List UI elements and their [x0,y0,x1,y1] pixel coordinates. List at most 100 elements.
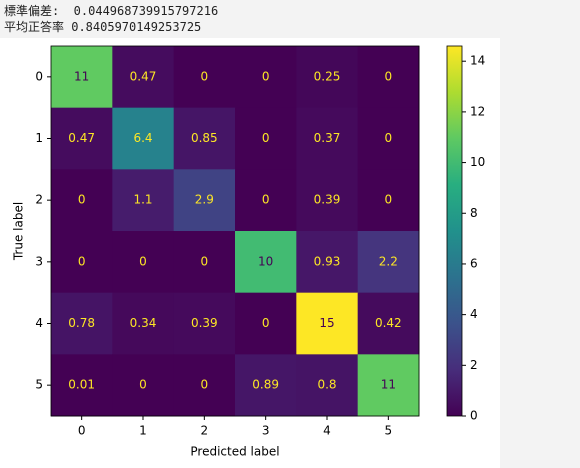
heatmap-cell [296,292,359,355]
cell-label: 0 [78,254,86,268]
heatmap-cell [296,107,359,170]
heatmap-cell [173,354,236,417]
cell-label: 10 [258,254,273,268]
cell-label: 0 [385,193,393,207]
cell-label: 0 [201,69,209,83]
heatmap-cell [357,46,420,109]
cell-label: 0.47 [130,69,157,83]
output-line: 標準偏差: 0.044968739915797216 [4,4,219,18]
y-tick-label: 4 [35,316,43,330]
heatmap-cell [112,46,175,109]
cell-label: 0 [139,378,147,392]
heatmap-cell [357,169,420,232]
colorbar-tick-label: 8 [470,206,478,220]
heatmap-cell [173,169,236,232]
heatmap-cell [51,231,113,294]
heatmap-cell [51,46,113,109]
heatmap-cell [357,354,420,417]
cell-label: 0.89 [252,378,279,392]
heatmap-cell [296,169,359,232]
cell-label: 0.39 [314,193,341,207]
heatmap-cell [51,292,113,355]
heatmap-cell [235,169,297,232]
cell-label: 0 [201,254,209,268]
cell-label: 0 [385,131,393,145]
cell-label: 0 [262,131,270,145]
heatmap-cell [235,231,297,294]
cell-label: 1.1 [133,193,152,207]
y-tick-label: 1 [35,131,43,145]
y-tick-label: 2 [35,193,43,207]
heatmap-cell [357,292,420,355]
output-line: 平均正答率 0.8405970149253725 [4,20,202,34]
heatmap-cell [112,354,175,417]
heatmap-cell [357,107,420,170]
y-tick-label: 5 [35,378,43,392]
cell-label: 0.37 [314,131,341,145]
heatmap-cell [173,231,236,294]
cell-label: 0 [78,193,86,207]
heatmap-cell [296,46,359,109]
cell-label: 0 [262,193,270,207]
heatmap-cell [173,292,236,355]
plot-frame [50,45,420,417]
heatmap-cell [235,107,297,170]
cell-label: 0.85 [191,131,218,145]
heatmap-cell [173,107,236,170]
cell-label: 0.78 [68,316,95,330]
heatmap-cell [51,107,113,170]
heatmap-cell [235,354,297,417]
y-tick-label: 3 [35,254,43,268]
heatmap-cell [112,107,175,170]
cell-label: 0 [262,316,270,330]
cell-label: 6.4 [133,131,152,145]
x-tick-label: 5 [385,424,393,438]
cell-label: 0.25 [314,69,341,83]
x-tick-label: 4 [323,424,331,438]
cell-label: 0 [139,254,147,268]
cell-label: 0 [385,69,393,83]
cell-label: 0.34 [130,316,157,330]
cell-label: 2.9 [195,193,214,207]
x-tick-label: 2 [201,424,209,438]
colorbar [446,45,463,417]
colorbar-tick-label: 0 [470,409,478,423]
colorbar-tick-label: 14 [470,54,485,68]
x-tick-label: 1 [139,424,147,438]
heatmap-cell [112,231,175,294]
cell-label: 15 [319,316,334,330]
colorbar-tick-label: 12 [470,104,485,118]
heatmap-cell [296,231,359,294]
y-tick-label: 0 [35,69,43,83]
y-axis-label: True label [12,202,26,261]
heatmap-cell [296,354,359,417]
colorbar-tick-label: 10 [470,155,485,169]
colorbar-tick-label: 4 [470,307,478,321]
cell-label: 0 [262,69,270,83]
cell-label: 0.8 [317,378,336,392]
colorbar-tick-label: 6 [470,256,478,270]
cell-label: 0.47 [68,131,95,145]
cell-label: 11 [381,378,396,392]
x-axis-label: Predicted label [190,445,279,459]
cell-label: 0.42 [375,316,402,330]
heatmap-cell [51,169,113,232]
cell-label: 11 [74,69,89,83]
cell-label: 0.93 [314,254,341,268]
heatmap-cell [112,169,175,232]
cell-label: 0.39 [191,316,218,330]
heatmap-cell [235,292,297,355]
cell-label: 0.01 [68,378,95,392]
cell-label: 0 [201,378,209,392]
heatmap-cell [357,231,420,294]
x-tick-label: 0 [78,424,86,438]
colorbar-tick-label: 2 [470,358,478,372]
heatmap-cell [173,46,236,109]
heatmap-cell [112,292,175,355]
heatmap-cell [51,354,113,417]
x-tick-label: 3 [262,424,270,438]
cell-label: 2.2 [379,254,398,268]
heatmap-cell [235,46,297,109]
